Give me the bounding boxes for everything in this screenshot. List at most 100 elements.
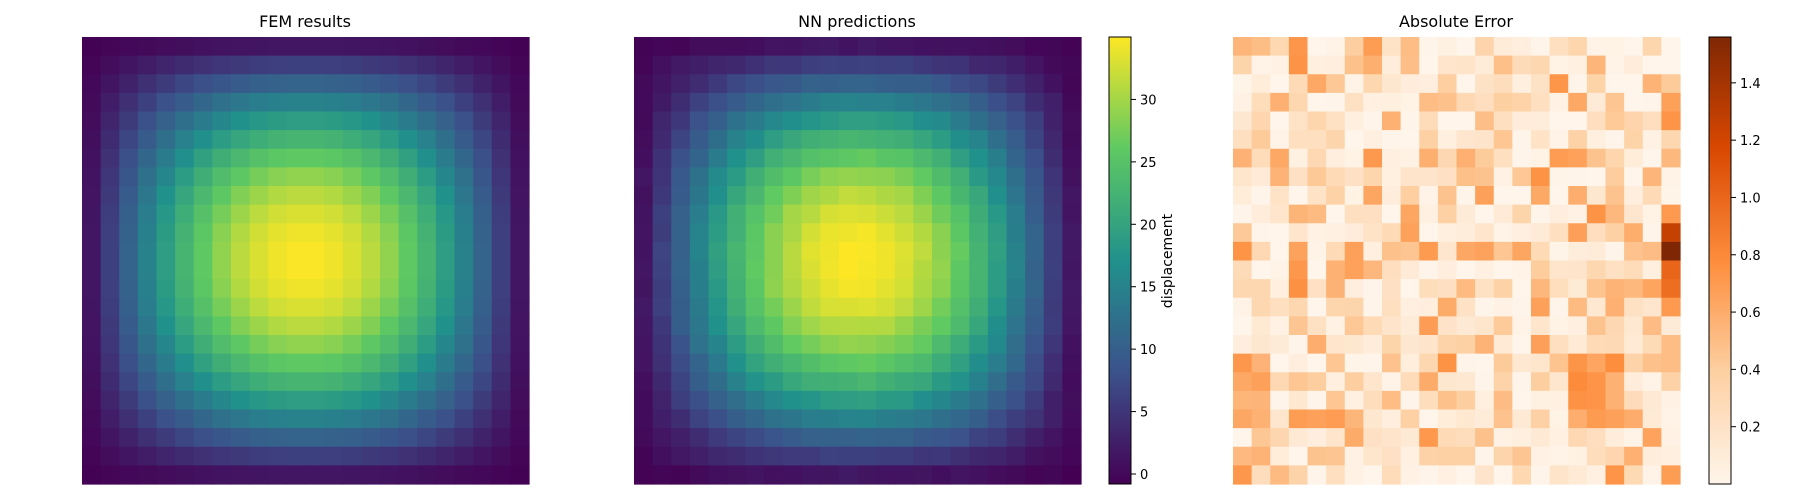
- heatmap-cell: [286, 372, 307, 392]
- heatmap-cell: [268, 204, 288, 224]
- heatmap-cell: [876, 111, 896, 131]
- heatmap-cell: [1288, 204, 1309, 224]
- heatmap-cell: [857, 148, 877, 168]
- heatmap-cell: [324, 279, 344, 299]
- heatmap-cell: [249, 74, 269, 94]
- error-heatmap: [1233, 37, 1681, 485]
- heatmap-cell: [1400, 260, 1420, 280]
- heatmap-cell: [950, 465, 970, 485]
- heatmap-cell: [342, 186, 362, 206]
- heatmap-cell: [1288, 390, 1309, 411]
- heatmap-cell: [286, 446, 307, 466]
- heatmap-cell: [783, 204, 803, 224]
- heatmap-cell: [473, 316, 493, 336]
- heatmap-cell: [987, 428, 1008, 448]
- heatmap-cell: [857, 390, 877, 411]
- heatmap-cell: [1326, 130, 1346, 150]
- heatmap-cell: [1605, 353, 1625, 373]
- heatmap-cell: [1062, 37, 1082, 57]
- heatmap-cell: [1642, 446, 1662, 466]
- heatmap-cell: [1062, 241, 1082, 262]
- heatmap-cell: [1270, 167, 1290, 187]
- heatmap-cell: [342, 428, 362, 448]
- heatmap-cell: [1437, 55, 1458, 75]
- heatmap-cell: [1233, 167, 1253, 187]
- heatmap-cell: [1043, 465, 1063, 485]
- heatmap-cell: [231, 372, 251, 392]
- heatmap-cell: [1624, 130, 1644, 150]
- heatmap-cell: [361, 186, 381, 206]
- heatmap-cell: [1025, 428, 1045, 448]
- heatmap-cell: [1661, 74, 1681, 94]
- heatmap-cell: [801, 335, 821, 355]
- heatmap-cell: [1233, 297, 1253, 317]
- heatmap-cell: [435, 186, 456, 206]
- heatmap-cell: [1661, 260, 1681, 280]
- heatmap-cell: [1043, 186, 1063, 206]
- heatmap-cell: [671, 241, 691, 262]
- heatmap-cell: [820, 167, 840, 187]
- heatmap-cell: [1251, 446, 1271, 466]
- heatmap-cell: [1586, 55, 1607, 75]
- heatmap-cell: [1661, 130, 1681, 150]
- heatmap-cell: [1586, 204, 1607, 224]
- error-colorbar-bar: [1708, 36, 1732, 485]
- heatmap-cell: [1456, 428, 1476, 448]
- heatmap-cell: [1382, 372, 1402, 392]
- heatmap-cell: [1025, 390, 1045, 411]
- heatmap-cell: [1568, 130, 1588, 150]
- heatmap-cell: [820, 74, 840, 94]
- heatmap-cell: [634, 390, 654, 411]
- heatmap-cell: [231, 353, 251, 373]
- heatmap-cell: [783, 148, 803, 168]
- heatmap-cell: [119, 74, 139, 94]
- heatmap-cell: [1437, 223, 1458, 243]
- heatmap-cell: [838, 241, 859, 262]
- heatmap-cell: [268, 223, 288, 243]
- heatmap-cell: [305, 111, 325, 131]
- heatmap-cell: [634, 409, 654, 429]
- heatmap-cell: [820, 111, 840, 131]
- heatmap-cell: [1661, 316, 1681, 336]
- heatmap-cell: [950, 335, 970, 355]
- heatmap-cell: [1419, 37, 1439, 57]
- heatmap-cell: [82, 223, 102, 243]
- colorbar-tick-label: 15: [1140, 281, 1157, 296]
- heatmap-cell: [1233, 260, 1253, 280]
- heatmap-cell: [82, 241, 102, 262]
- heatmap-cell: [1062, 297, 1082, 317]
- heatmap-cell: [100, 167, 120, 187]
- heatmap-cell: [950, 37, 970, 57]
- heatmap-cell: [156, 316, 176, 336]
- heatmap-cell: [1642, 204, 1662, 224]
- heatmap-cell: [398, 335, 418, 355]
- panel-nn: NN predictions: [634, 12, 1082, 485]
- heatmap-cell: [1512, 241, 1532, 262]
- heatmap-cell: [1437, 92, 1458, 113]
- heatmap-cell: [249, 148, 269, 168]
- displacement-colorbar-label: displacement: [1160, 213, 1176, 308]
- heatmap-cell: [1326, 372, 1346, 392]
- heatmap-cell: [175, 186, 195, 206]
- heatmap-cell: [1363, 335, 1383, 355]
- heatmap-cell: [1043, 55, 1063, 75]
- heatmap-cell: [417, 428, 437, 448]
- heatmap-cell: [745, 335, 765, 355]
- heatmap-cell: [1326, 148, 1346, 168]
- heatmap-cell: [634, 316, 654, 336]
- heatmap-cell: [249, 409, 269, 429]
- heatmap-cell: [913, 372, 933, 392]
- heatmap-cell: [689, 353, 710, 373]
- heatmap-cell: [193, 446, 213, 466]
- heatmap-cell: [454, 335, 474, 355]
- heatmap-cell: [454, 465, 474, 485]
- heatmap-cell: [1363, 241, 1383, 262]
- heatmap-cell: [727, 465, 747, 485]
- heatmap-cell: [435, 92, 456, 113]
- heatmap-cell: [1624, 335, 1644, 355]
- heatmap-cell: [1568, 74, 1588, 94]
- heatmap-cell: [82, 260, 102, 280]
- heatmap-cell: [764, 204, 784, 224]
